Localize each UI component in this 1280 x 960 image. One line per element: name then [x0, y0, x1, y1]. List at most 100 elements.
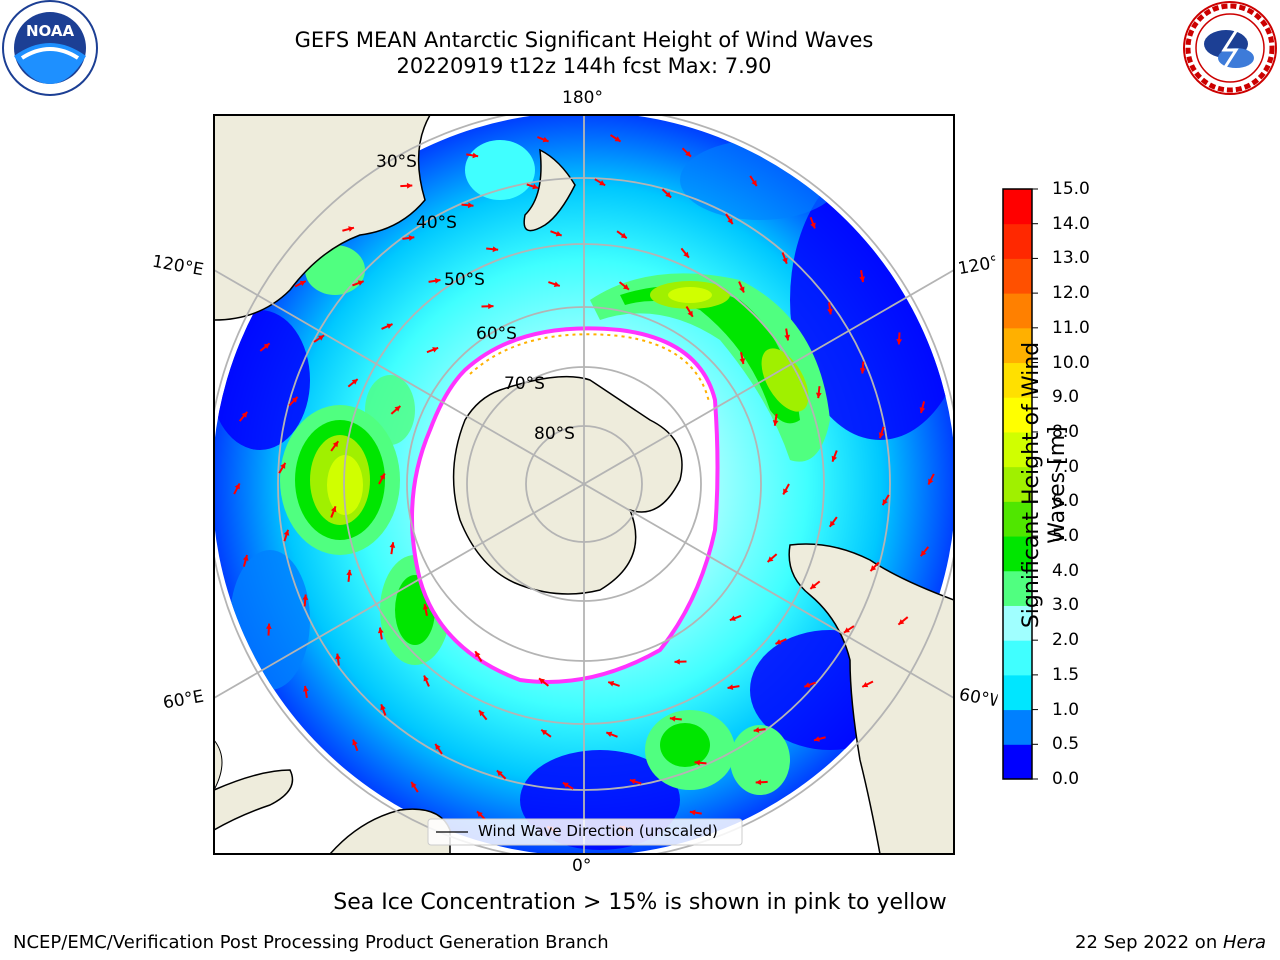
wave-arrow-head	[263, 343, 270, 349]
wave-arrow-head	[772, 420, 779, 426]
colorbar-tick-label: 4.0	[1052, 560, 1080, 581]
colorbar-title: Significant Height of Wind Waves [m]	[1019, 341, 1070, 629]
wave-arrow-head	[810, 222, 816, 229]
colorbar-tick-label: 13.0	[1052, 248, 1090, 269]
wave-arrow-head	[843, 627, 850, 633]
wave-arrow-head	[318, 335, 325, 341]
antarctica	[452, 375, 683, 595]
wave-arrow-head	[739, 286, 745, 293]
wave-arrow-head	[406, 182, 413, 189]
wave-arrow-head	[751, 180, 757, 187]
wave-arrow-head	[599, 180, 606, 186]
wave-arrow-head	[488, 303, 494, 310]
wave-arrow-head	[767, 556, 774, 563]
wave-arrow-head	[302, 594, 309, 601]
wave-arrow-head	[804, 682, 811, 688]
wave-arrow-head	[539, 678, 545, 684]
colorbar-tick-label: 7.0	[1052, 456, 1080, 477]
wave-arrow-head	[739, 358, 746, 364]
wave-arrow-head	[432, 347, 439, 353]
land-new-zealand	[523, 148, 576, 232]
wave-arrow-head	[689, 809, 696, 816]
wave-arrow-head	[882, 499, 888, 506]
chart-subtitle: 20220919 t12z 144h fcst Max: 7.90	[396, 54, 772, 78]
wave-arrow-head	[411, 781, 417, 788]
noaa-logo: NOAA	[2, 0, 98, 96]
wave-arrow-head	[475, 651, 481, 658]
wave-arrow-head	[683, 251, 689, 258]
lat-label-70s: 70°S	[504, 374, 545, 394]
lat-label-40s: 40°S	[416, 213, 457, 233]
wave-arrow-head	[620, 232, 627, 239]
colorbar-tick-label: 9.0	[1052, 387, 1080, 408]
colorbar-segment	[1003, 397, 1032, 433]
lat-label-60s: 60°S	[476, 324, 517, 344]
colorbar-segment	[1003, 640, 1032, 676]
wave-arrow-head	[422, 604, 429, 610]
wave-arrow-head	[562, 782, 569, 788]
colorbar-segment	[1003, 605, 1032, 641]
wave-arrow-head	[553, 281, 560, 287]
wave-arrow-head	[479, 710, 485, 717]
wave-arrow-head	[435, 743, 441, 750]
colorbar-tick-label: 8.0	[1052, 421, 1080, 442]
wave-arrow-head	[386, 323, 393, 329]
wave-arrow-head	[280, 462, 286, 469]
wave-arrow-head	[775, 639, 782, 645]
colorbar-segment	[1003, 223, 1032, 259]
wave-arrow-head	[623, 284, 629, 290]
colorbar-segment	[1003, 327, 1032, 364]
wave-arrow-head	[928, 478, 934, 485]
lon-label-180: 180°	[562, 88, 603, 108]
wave-arrow-head	[862, 681, 869, 688]
wave-arrow-head	[283, 529, 290, 536]
colorbar-segment	[1003, 258, 1032, 294]
wave-arrow-head	[542, 136, 549, 143]
wave-arrow-head	[753, 727, 760, 733]
wave-arrow-head	[829, 520, 836, 527]
nws-logo	[1183, 1, 1277, 95]
svg-text:NOAA: NOAA	[26, 22, 75, 40]
wave-arrow-head	[687, 310, 693, 317]
wave-arrow-head	[379, 473, 385, 480]
wave-arrow-head	[810, 583, 817, 589]
wave-arrow-head	[335, 653, 341, 660]
wave-arrow-head	[694, 759, 701, 766]
wave-arrow-head	[920, 550, 927, 557]
colorbar-tick-label: 3.0	[1052, 595, 1080, 616]
colorbar-tick-label: 11.0	[1052, 317, 1090, 338]
wave-arrow-head	[380, 704, 386, 711]
land-south-america	[788, 543, 954, 854]
wave-arrow-head	[299, 280, 306, 287]
wave-arrow-head	[606, 731, 613, 738]
wave-arrow-head	[919, 407, 926, 413]
map-legend	[427, 818, 743, 846]
wave-arrow-head	[496, 770, 503, 777]
colorbar-tick-label: 14.0	[1052, 213, 1090, 234]
wave-arrow-head	[608, 681, 615, 687]
wave-arrow-head	[467, 202, 474, 209]
colorbar-segment	[1003, 536, 1032, 572]
colorbar-tick-label: 10.0	[1052, 352, 1090, 373]
colorbar-tick-label: 0.5	[1052, 734, 1080, 755]
wave-arrow-head	[814, 736, 820, 742]
colorbar-tick-label: 0.0	[1052, 769, 1080, 789]
wave-arrow-head	[377, 627, 384, 634]
wave-arrow-head	[477, 811, 483, 818]
colorbar-tick-label: 15.0	[1052, 179, 1090, 199]
wave-arrow-head	[330, 506, 337, 513]
caption: Sea Ice Concentration > 15% is shown in …	[333, 890, 947, 915]
wave-arrow-head	[423, 675, 429, 682]
map-frame	[213, 114, 955, 855]
land-madagascar	[214, 769, 294, 831]
wave-arrow-head	[859, 276, 865, 283]
wave-arrow-head	[755, 779, 762, 786]
wave-arrow-head	[348, 226, 354, 232]
colorbar-segment	[1003, 466, 1032, 502]
graticule	[214, 115, 954, 854]
wave-arrow-head	[532, 183, 539, 190]
wave-arrow-head	[729, 615, 736, 621]
footer-date: 22 Sep 2022 on Hera	[1075, 932, 1266, 953]
wave-arrow-head	[674, 658, 680, 665]
chart-title: GEFS MEAN Antarctic Significant Height o…	[294, 28, 874, 52]
